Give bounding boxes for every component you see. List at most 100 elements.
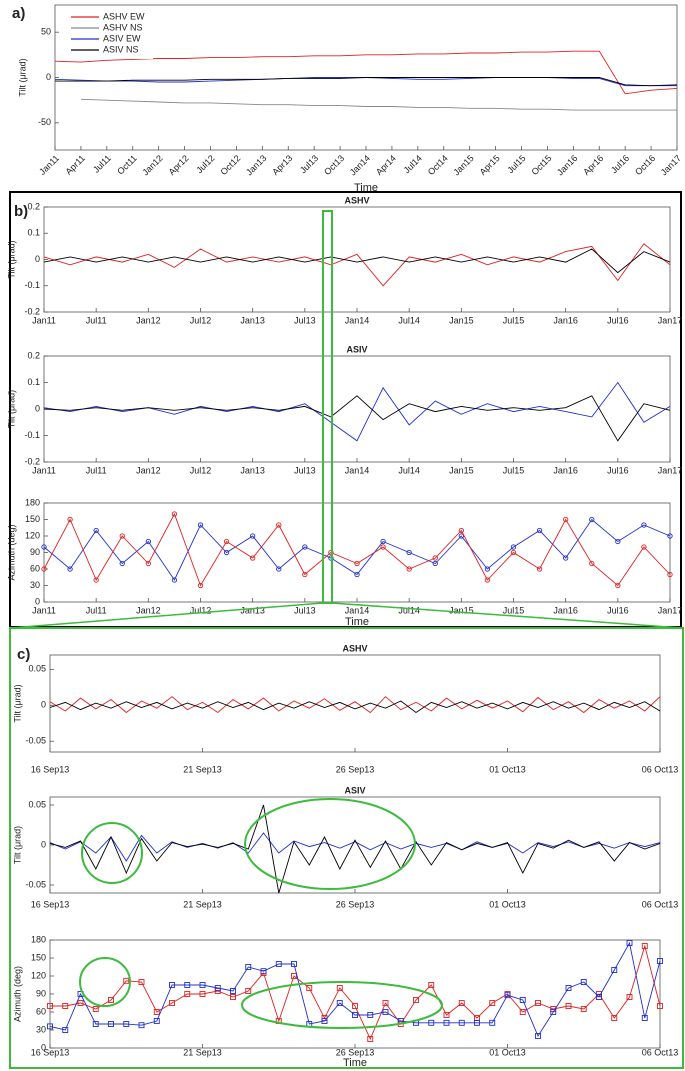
y-tick-label: 0.05 bbox=[28, 799, 46, 809]
marker bbox=[443, 1012, 450, 1018]
x-tick-label: 26 Sep13 bbox=[336, 1047, 375, 1057]
marker bbox=[108, 997, 114, 1003]
x-tick-label: Jan15 bbox=[451, 153, 475, 177]
series-line bbox=[54, 50, 678, 95]
x-tick-label: Jul12 bbox=[190, 605, 212, 615]
marker bbox=[641, 943, 648, 949]
highlight-ellipse bbox=[81, 822, 143, 884]
x-tick-label: Apr16 bbox=[581, 153, 605, 177]
x-axis-label: Time bbox=[354, 182, 378, 194]
marker bbox=[354, 571, 360, 578]
y-tick-label: 120 bbox=[31, 970, 46, 980]
x-tick-label: Jan13 bbox=[240, 315, 265, 325]
y-tick-label: -0.05 bbox=[25, 736, 46, 746]
x-tick-label: Jan11 bbox=[32, 605, 56, 615]
marker bbox=[615, 582, 621, 589]
highlight-ellipse bbox=[241, 981, 443, 1029]
panel-label: b) bbox=[14, 203, 28, 220]
x-tick-label: Jul13 bbox=[294, 605, 316, 615]
series-line bbox=[43, 518, 671, 581]
marker bbox=[428, 1019, 435, 1026]
y-axis-label: Tilt (μrad) bbox=[12, 684, 22, 722]
series-line bbox=[43, 512, 671, 587]
y-tick-label: -0.05 bbox=[25, 879, 46, 889]
marker bbox=[108, 1021, 114, 1027]
y-tick-label: 0.2 bbox=[27, 350, 40, 360]
x-tick-label: Jan15 bbox=[449, 315, 474, 325]
marker bbox=[458, 1019, 465, 1026]
x-tick-label: 21 Sep13 bbox=[183, 764, 222, 774]
marker bbox=[667, 533, 673, 539]
marker bbox=[67, 516, 73, 523]
x-tick-label: Jul11 bbox=[86, 315, 107, 325]
x-tick-label: Apr13 bbox=[270, 153, 294, 177]
marker bbox=[321, 1018, 328, 1024]
y-tick-label: 0 bbox=[41, 700, 46, 710]
plot-area bbox=[49, 939, 661, 1049]
y-tick-label: -0.1 bbox=[24, 430, 40, 440]
marker bbox=[93, 527, 99, 534]
marker bbox=[626, 940, 633, 946]
x-tick-label: Jul12 bbox=[194, 153, 216, 175]
marker bbox=[47, 1023, 53, 1030]
marker bbox=[354, 560, 360, 567]
x-tick-label: Jul16 bbox=[607, 605, 629, 615]
x-tick-label: 26 Sep13 bbox=[336, 764, 375, 774]
plot-data bbox=[54, 50, 678, 111]
y-tick-label: 50 bbox=[41, 27, 51, 37]
marker bbox=[382, 1009, 389, 1015]
y-axis-label: Tilt (μrad) bbox=[6, 390, 16, 428]
x-tick-label: Jan16 bbox=[553, 315, 578, 325]
marker bbox=[230, 994, 236, 1000]
marker bbox=[41, 544, 47, 550]
marker bbox=[406, 566, 412, 572]
series-line bbox=[43, 248, 671, 274]
marker bbox=[230, 988, 236, 994]
marker bbox=[119, 560, 125, 567]
marker bbox=[428, 982, 435, 988]
marker bbox=[382, 1000, 389, 1006]
plot-area bbox=[43, 355, 671, 463]
y-tick-label: 90 bbox=[30, 547, 40, 557]
marker bbox=[199, 982, 206, 988]
marker bbox=[406, 549, 412, 556]
marker bbox=[443, 1019, 450, 1026]
y-axis-label: Azimuth (deg) bbox=[12, 966, 22, 1022]
x-tick-label: 16 Sep13 bbox=[31, 899, 70, 909]
x-tick-label: Jul14 bbox=[398, 465, 420, 475]
marker bbox=[580, 1006, 587, 1012]
series-line bbox=[50, 944, 661, 1041]
x-tick-label: Apr15 bbox=[478, 153, 502, 177]
x-tick-label: 01 Oct13 bbox=[489, 764, 526, 774]
marker bbox=[536, 566, 543, 572]
y-tick-label: 0 bbox=[46, 72, 51, 82]
x-tick-label: Jul14 bbox=[398, 605, 420, 615]
series-line bbox=[49, 941, 661, 1037]
marker bbox=[119, 533, 125, 539]
x-tick-label: Jan14 bbox=[345, 605, 370, 615]
y-tick-label: 0 bbox=[41, 1042, 46, 1052]
marker bbox=[563, 516, 569, 523]
marker bbox=[276, 522, 282, 528]
x-tick-label: Jul11 bbox=[86, 605, 107, 615]
marker bbox=[214, 985, 221, 991]
y-tick-label: 150 bbox=[25, 514, 40, 524]
zoom-connector bbox=[9, 602, 324, 629]
marker bbox=[67, 566, 73, 572]
highlight-ellipse bbox=[244, 798, 416, 890]
x-tick-label: Jan13 bbox=[240, 605, 265, 615]
marker bbox=[275, 961, 282, 967]
x-tick-label: Jul16 bbox=[607, 315, 629, 325]
marker bbox=[641, 1015, 648, 1021]
x-tick-label: Jul15 bbox=[503, 465, 525, 475]
marker bbox=[667, 571, 673, 578]
x-tick-label: 01 Oct13 bbox=[489, 1047, 526, 1057]
marker bbox=[197, 582, 204, 589]
marker bbox=[519, 997, 526, 1003]
x-tick-label: Apr14 bbox=[374, 153, 398, 177]
x-tick-label: Oct14 bbox=[426, 153, 450, 177]
marker bbox=[138, 1022, 145, 1029]
marker bbox=[245, 964, 252, 970]
marker bbox=[199, 991, 206, 997]
marker bbox=[535, 1000, 541, 1006]
